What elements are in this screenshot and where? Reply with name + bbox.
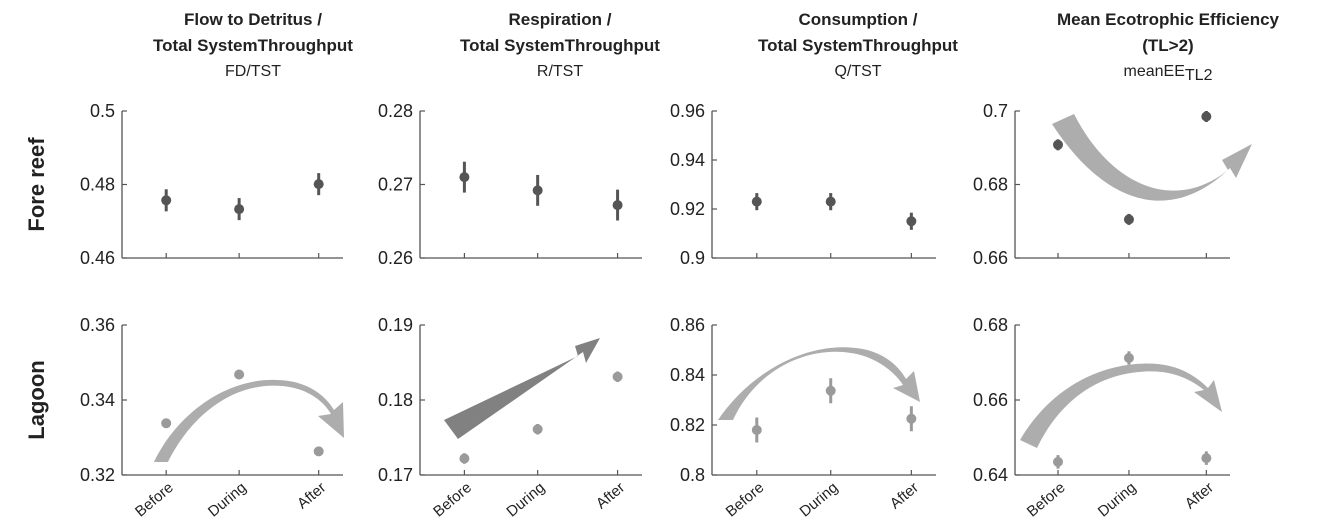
data-point [1123, 214, 1134, 225]
x-tick-label: During [1095, 479, 1140, 520]
column-title-line-2: Total SystemThroughput [460, 36, 660, 55]
column-subtitle-main: R/TST [537, 63, 583, 80]
data-point [161, 195, 172, 206]
column-subtitle-main: FD/TST [225, 63, 281, 80]
column-subtitle-main: Q/TST [834, 63, 881, 80]
y-tick-label: 0.19 [378, 315, 413, 335]
trend-arrow [154, 379, 344, 462]
y-tick-label: 0.48 [80, 175, 115, 195]
y-tick-label: 0.46 [80, 248, 115, 268]
column-subtitle-subscript: TL2 [1185, 67, 1213, 84]
column-title-line-2: (TL>2) [1142, 36, 1193, 55]
column-title-line-2: Total SystemThroughput [758, 36, 958, 55]
x-tick-label: After [294, 479, 329, 512]
y-tick-label: 0.96 [670, 101, 705, 121]
data-point [234, 369, 245, 380]
trend-arrow [444, 338, 600, 439]
data-point [459, 172, 470, 183]
x-tick-label: Before [1024, 479, 1069, 520]
trend-arrow [1052, 114, 1252, 201]
y-tick-label: 0.84 [670, 365, 705, 385]
x-tick-label: Before [430, 479, 475, 520]
data-point [612, 371, 623, 382]
y-tick-label: 0.94 [670, 150, 705, 170]
x-tick-label: After [1182, 479, 1217, 512]
row-label: Lagoon [24, 360, 49, 439]
row-label: Fore reef [24, 137, 49, 232]
column-subtitle-main: meanEE [1124, 63, 1185, 80]
data-point [234, 204, 245, 215]
data-point [1201, 453, 1212, 464]
y-tick-label: 0.68 [973, 315, 1008, 335]
data-point [751, 196, 762, 207]
y-tick-label: 0.66 [973, 390, 1008, 410]
data-point [161, 418, 172, 429]
column-title-line-1: Mean Ecotrophic Efficiency [1057, 10, 1280, 29]
y-tick-label: 0.28 [378, 101, 413, 121]
x-tick-label: Before [723, 479, 768, 520]
data-point [825, 196, 836, 207]
data-point [1201, 111, 1212, 122]
column-subtitle: Q/TST [834, 63, 881, 80]
y-tick-label: 0.34 [80, 390, 115, 410]
trend-arrow [1020, 363, 1222, 448]
y-tick-label: 0.9 [680, 248, 705, 268]
x-tick-label: After [887, 479, 922, 512]
data-point [313, 179, 324, 190]
y-tick-label: 0.5 [90, 101, 115, 121]
y-tick-label: 0.64 [973, 465, 1008, 485]
x-tick-label: During [205, 479, 250, 520]
y-tick-label: 0.86 [670, 315, 705, 335]
y-tick-label: 0.26 [378, 248, 413, 268]
data-point [313, 446, 324, 457]
data-point [825, 385, 836, 396]
data-point [751, 425, 762, 435]
y-tick-label: 0.82 [670, 415, 705, 435]
y-tick-label: 0.32 [80, 465, 115, 485]
x-tick-label: During [503, 479, 548, 520]
column-title-line-1: Flow to Detritus / [184, 10, 322, 29]
y-tick-label: 0.66 [973, 248, 1008, 268]
data-point [459, 453, 470, 464]
y-tick-label: 0.18 [378, 390, 413, 410]
y-tick-label: 0.36 [80, 315, 115, 335]
x-tick-label: Before [132, 479, 177, 520]
data-point [1053, 139, 1063, 150]
y-tick-label: 0.8 [680, 465, 705, 485]
column-subtitle: meanEETL2 [1124, 63, 1213, 84]
column-title-line-2: Total SystemThroughput [153, 36, 353, 55]
data-point [612, 200, 623, 211]
column-title-line-1: Respiration / [509, 10, 612, 29]
data-point [906, 216, 917, 227]
column-title-line-1: Consumption / [799, 10, 918, 29]
trend-arrow [718, 347, 920, 420]
x-tick-label: After [593, 479, 628, 512]
column-subtitle: FD/TST [225, 63, 281, 80]
y-tick-label: 0.92 [670, 199, 705, 219]
data-point [1123, 353, 1134, 363]
y-tick-label: 0.68 [973, 175, 1008, 195]
x-tick-label: During [797, 479, 842, 520]
y-tick-label: 0.27 [378, 175, 413, 195]
y-tick-label: 0.7 [983, 101, 1008, 121]
column-subtitle: R/TST [537, 63, 583, 80]
data-point [532, 185, 543, 196]
data-point [1053, 456, 1063, 467]
data-point [906, 413, 917, 424]
y-tick-label: 0.17 [378, 465, 413, 485]
data-point [532, 424, 543, 435]
